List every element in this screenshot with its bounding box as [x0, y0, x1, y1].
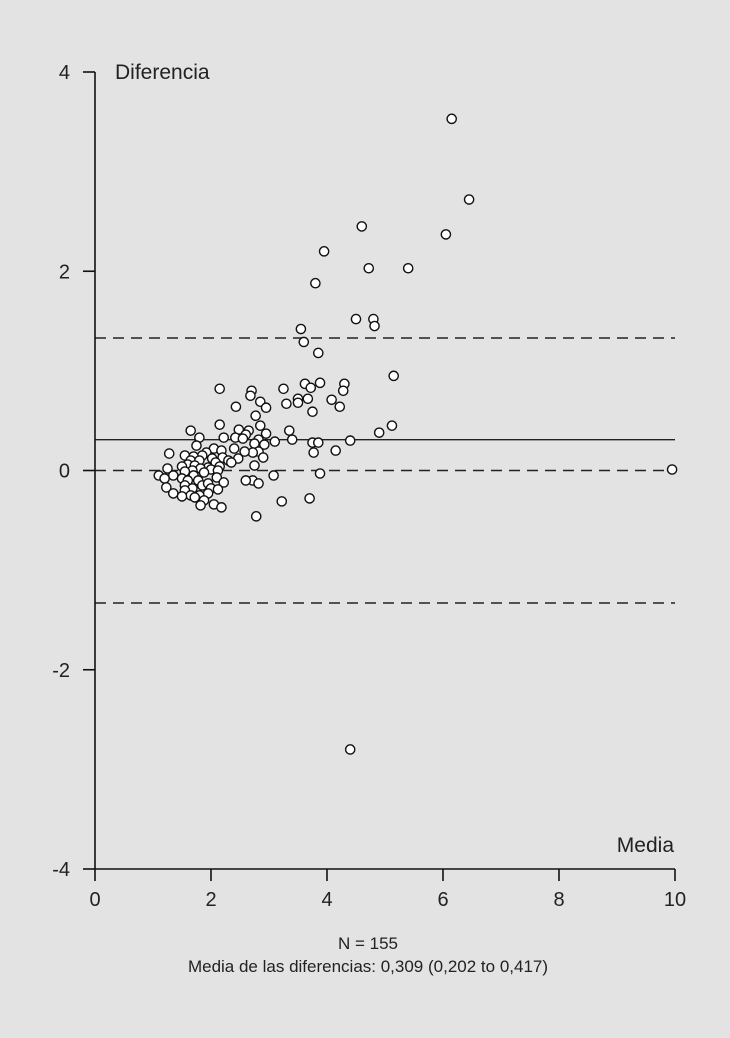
data-point	[356, 221, 368, 232]
data-point	[308, 447, 319, 458]
y-tick-label: 2	[59, 261, 70, 283]
y-tick-label: -2	[52, 660, 70, 682]
data-point	[191, 440, 202, 451]
data-point	[250, 410, 261, 422]
data-point	[386, 420, 398, 431]
data-point	[326, 394, 337, 406]
data-point	[260, 402, 272, 414]
data-point	[212, 484, 224, 495]
data-point	[159, 473, 170, 484]
data-point	[218, 477, 230, 488]
data-point	[304, 493, 315, 504]
data-point	[185, 425, 196, 436]
scatter-points	[153, 113, 678, 755]
data-point	[245, 390, 256, 402]
data-point	[440, 229, 452, 240]
data-point	[276, 496, 288, 507]
x-tick-label: 2	[205, 889, 216, 911]
mean-difference-note: Media de las diferencias: 0,309 (0,202 t…	[188, 957, 548, 976]
data-point	[305, 382, 317, 394]
data-point	[268, 470, 279, 481]
x-axis-title: Media	[617, 834, 675, 857]
data-point	[292, 397, 304, 409]
data-point	[307, 406, 318, 418]
data-point	[344, 435, 356, 446]
data-point	[260, 428, 272, 439]
data-point	[253, 478, 264, 489]
data-point	[237, 433, 249, 444]
data-point	[195, 500, 206, 511]
data-point	[363, 262, 375, 274]
data-point	[463, 194, 475, 205]
data-point	[225, 457, 237, 468]
data-point	[211, 472, 223, 483]
data-point	[402, 262, 414, 274]
data-point	[350, 313, 362, 325]
data-point	[228, 443, 240, 454]
data-point	[295, 323, 307, 335]
x-tick-label: 4	[321, 889, 332, 911]
data-point	[167, 488, 179, 499]
data-point	[161, 482, 172, 493]
data-point	[330, 445, 342, 456]
data-point	[249, 460, 260, 471]
data-point	[314, 377, 326, 389]
data-point	[214, 383, 225, 395]
data-point	[369, 320, 380, 332]
y-axis-title: Diferencia	[115, 61, 210, 84]
data-point	[230, 401, 242, 413]
x-ticks: 0 2 4 6 8 10	[89, 869, 686, 911]
y-tick-label: 0	[59, 461, 70, 483]
data-point	[218, 432, 230, 443]
data-point	[318, 246, 330, 257]
data-point	[198, 467, 210, 478]
data-point	[388, 370, 400, 382]
data-point	[162, 463, 173, 474]
data-point	[250, 511, 262, 522]
data-point	[278, 383, 289, 395]
x-tick-label: 6	[437, 889, 448, 911]
data-point	[310, 277, 321, 289]
data-point	[163, 448, 175, 459]
y-ticks: -4 -2 0 2 4	[52, 62, 95, 881]
data-point	[257, 452, 269, 463]
data-point	[176, 491, 188, 502]
data-point	[259, 439, 270, 450]
data-point	[189, 492, 201, 503]
data-point	[334, 401, 346, 413]
data-point	[240, 475, 252, 486]
x-tick-label: 0	[89, 889, 100, 911]
data-point	[254, 420, 266, 431]
y-tick-label: 4	[59, 62, 70, 84]
x-tick-label: 10	[664, 889, 686, 911]
data-point	[312, 347, 324, 359]
data-point	[446, 113, 458, 125]
data-point	[666, 464, 678, 475]
data-point	[216, 502, 227, 513]
data-point	[337, 385, 349, 397]
data-point	[312, 437, 324, 448]
x-tick-label: 8	[553, 889, 564, 911]
data-point	[167, 470, 179, 481]
data-point	[302, 393, 314, 405]
data-point	[298, 336, 310, 348]
y-tick-label: -4	[52, 859, 70, 881]
data-point	[269, 436, 281, 447]
data-point	[344, 744, 356, 755]
data-point	[239, 446, 250, 457]
data-point	[283, 425, 295, 436]
sample-size-note: N = 155	[338, 934, 398, 953]
data-point	[314, 468, 326, 479]
data-point	[286, 434, 298, 445]
data-point	[214, 419, 225, 430]
data-point	[281, 398, 292, 410]
data-point	[373, 427, 385, 438]
